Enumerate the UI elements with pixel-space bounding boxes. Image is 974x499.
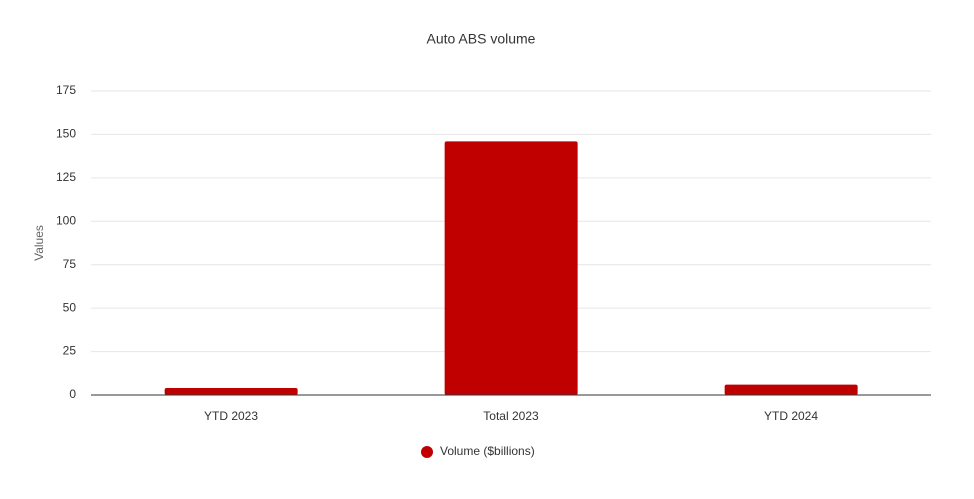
- y-tick-label: 75: [63, 257, 77, 271]
- legend-label: Volume ($billions): [440, 444, 535, 458]
- x-tick-label: YTD 2023: [204, 409, 258, 423]
- y-axis-label: Values: [32, 225, 46, 261]
- y-tick-label: 175: [56, 83, 76, 97]
- y-tick-label: 100: [56, 213, 76, 227]
- chart-title: Auto ABS volume: [427, 31, 536, 47]
- y-tick-label: 0: [69, 387, 76, 401]
- y-tick-label: 50: [63, 300, 77, 314]
- y-tick-label: 125: [56, 170, 76, 184]
- x-tick-label: YTD 2024: [764, 409, 818, 423]
- legend-marker: [421, 446, 433, 458]
- y-tick-label: 150: [56, 127, 76, 141]
- y-tick-label: 25: [63, 344, 77, 358]
- x-tick-label: Total 2023: [483, 409, 539, 423]
- bar: [164, 388, 298, 395]
- bar: [724, 384, 858, 395]
- bar: [444, 141, 578, 395]
